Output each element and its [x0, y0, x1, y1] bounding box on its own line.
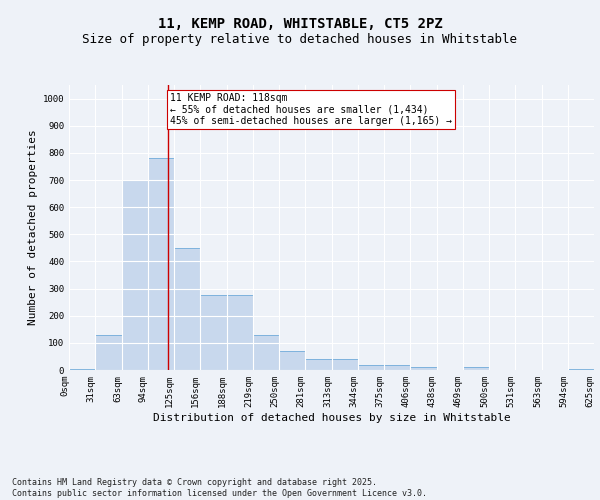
Bar	[122, 180, 148, 370]
Bar	[305, 359, 332, 370]
Bar	[410, 368, 437, 370]
Bar	[332, 359, 358, 370]
Bar	[358, 364, 384, 370]
Bar	[384, 364, 410, 370]
Bar	[463, 368, 489, 370]
X-axis label: Distribution of detached houses by size in Whitstable: Distribution of detached houses by size …	[152, 412, 511, 422]
Text: Size of property relative to detached houses in Whitstable: Size of property relative to detached ho…	[83, 32, 517, 46]
Y-axis label: Number of detached properties: Number of detached properties	[28, 130, 38, 326]
Bar	[69, 368, 95, 370]
Bar	[253, 334, 279, 370]
Bar	[227, 296, 253, 370]
Text: 11, KEMP ROAD, WHITSTABLE, CT5 2PZ: 11, KEMP ROAD, WHITSTABLE, CT5 2PZ	[158, 18, 442, 32]
Bar	[174, 248, 200, 370]
Bar	[568, 368, 594, 370]
Bar	[200, 296, 227, 370]
Text: Contains HM Land Registry data © Crown copyright and database right 2025.
Contai: Contains HM Land Registry data © Crown c…	[12, 478, 427, 498]
Bar	[279, 351, 305, 370]
Bar	[95, 334, 122, 370]
Text: 11 KEMP ROAD: 118sqm
← 55% of detached houses are smaller (1,434)
45% of semi-de: 11 KEMP ROAD: 118sqm ← 55% of detached h…	[170, 93, 452, 126]
Bar	[148, 158, 174, 370]
